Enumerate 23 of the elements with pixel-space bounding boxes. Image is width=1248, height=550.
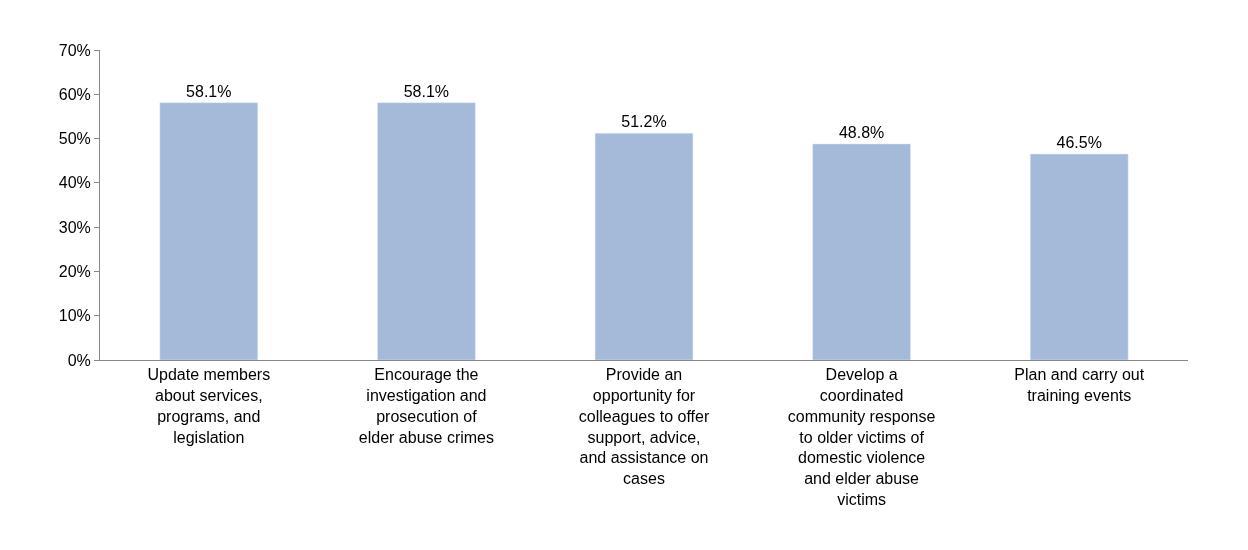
- x-tick-label: Encourage the investigation and prosecution of elder abuse crimes: [358, 366, 494, 446]
- x-tick-label: Plan and carry out training events: [1014, 366, 1145, 404]
- x-tick-label: Provide an opportunity for colleagues to offer support, advice, and assistance on cases: [578, 366, 710, 488]
- bar: [377, 102, 476, 360]
- y-tick-label: 40%: [58, 174, 91, 192]
- x-tick-label: Develop a coordinated community response to older victims of domestic violence and elder abuse victims: [787, 366, 936, 508]
- data-label: 58.1%: [403, 82, 450, 100]
- x-tick-label: Update members about services, programs, and legislation: [147, 366, 271, 446]
- data-label: 48.8%: [838, 123, 885, 141]
- y-tick-label: 30%: [58, 218, 91, 236]
- y-tick-label: 70%: [58, 41, 91, 59]
- y-tick-label: 0%: [67, 351, 91, 369]
- data-label: 46.5%: [1056, 134, 1102, 152]
- data-label: 58.1%: [186, 82, 232, 100]
- y-tick-label: 10%: [58, 307, 91, 325]
- bar: [812, 143, 911, 360]
- y-tick-label: 60%: [58, 85, 91, 103]
- data-label: 51.2%: [621, 113, 667, 131]
- bar: [159, 102, 259, 360]
- y-tick-label: 50%: [58, 130, 91, 148]
- bar: [1029, 153, 1129, 360]
- y-tick-label: 20%: [58, 263, 91, 281]
- bar: [594, 133, 694, 360]
